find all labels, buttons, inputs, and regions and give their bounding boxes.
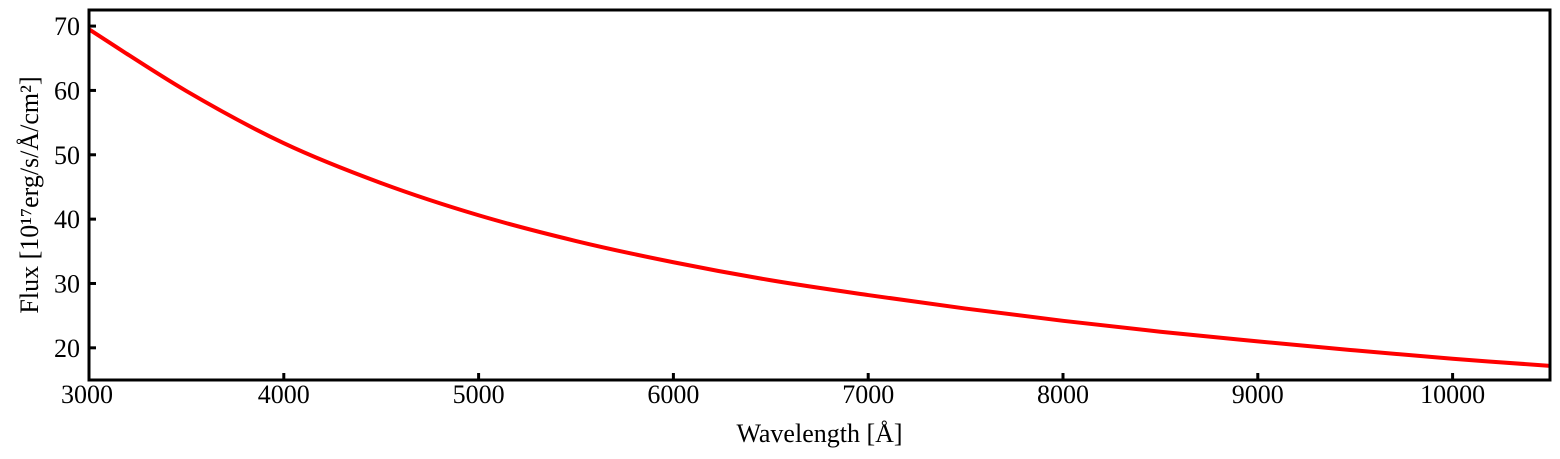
y-tick-label: 40: [54, 205, 80, 234]
y-tick-label: 30: [54, 269, 80, 298]
x-tick-label: 10000: [1420, 380, 1485, 409]
y-tick-label: 50: [54, 141, 80, 170]
x-tick-label: 5000: [453, 380, 505, 409]
y-axis-label: Flux [10¹⁷erg/s/Å/cm²]: [15, 76, 44, 313]
x-tick-label: 4000: [258, 380, 310, 409]
x-axis-label: Wavelength [Å]: [736, 419, 902, 448]
y-tick-label: 20: [54, 334, 80, 363]
y-tick-label: 60: [54, 76, 80, 105]
tick-marks: [89, 26, 1453, 380]
x-tick-label: 7000: [842, 380, 894, 409]
x-tick-label: 9000: [1232, 380, 1284, 409]
x-tick-label: 3000: [61, 380, 113, 409]
x-tick-label: 6000: [647, 380, 699, 409]
y-tick-labels: 20 30 40 50 60 70: [54, 12, 80, 363]
series-layer: [89, 29, 1550, 366]
y-tick-label: 70: [54, 12, 80, 41]
flux-series-line: [89, 29, 1550, 366]
x-tick-label: 8000: [1037, 380, 1089, 409]
x-tick-labels: 3000 4000 5000 6000 7000 8000 9000 10000: [61, 380, 1485, 409]
plot-frame: [89, 10, 1550, 380]
